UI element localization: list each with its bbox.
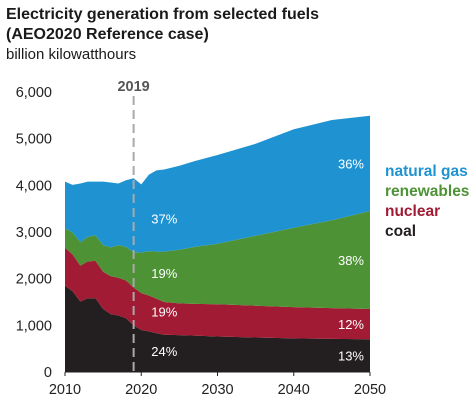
area-renewables [65, 211, 370, 309]
legend-item-coal: coal [385, 223, 417, 240]
y-tick-label: 2,000 [16, 272, 52, 288]
y-tick-label: 1,000 [16, 318, 52, 334]
pct-label-renewables-2050: 38% [338, 253, 364, 268]
y-tick-label: 4,000 [16, 178, 52, 194]
y-tick-label: 6,000 [16, 85, 52, 101]
x-tick-label: 2040 [278, 382, 310, 398]
area-coal [65, 285, 370, 372]
projections-label: projections [143, 115, 213, 131]
area-layer [65, 115, 370, 372]
chart-title-line-1: Electricity generation from selected fue… [6, 6, 319, 23]
pct-label-coal-2020: 24% [151, 344, 177, 359]
area-natural-gas [65, 115, 370, 253]
pct-label-natural-gas-2020: 37% [151, 211, 177, 226]
x-tick-label: 2030 [201, 382, 233, 398]
pct-label-renewables-2020: 19% [151, 266, 177, 281]
axes-layer: 0 1,000 2,000 3,000 4,000 5,000 6,000 2010 2020 2… [16, 79, 386, 398]
x-tick-label: 2010 [49, 382, 81, 398]
area-nuclear [65, 247, 370, 340]
y-tick-label: 3,000 [16, 225, 52, 241]
history-label: history [82, 115, 125, 131]
legend-item-nuclear: nuclear [385, 203, 441, 220]
pct-label-nuclear-2020: 19% [151, 305, 177, 320]
pct-label-coal-2050: 13% [338, 349, 364, 364]
y-tick-label: 5,000 [16, 132, 52, 148]
x-tick-label: 2050 [354, 382, 386, 398]
chart-title-block: Electricity generation from selected fue… [6, 5, 319, 65]
pct-label-nuclear-2050: 12% [338, 317, 364, 332]
legend-item-natural-gas: natural gas [385, 163, 468, 180]
chart-subtitle: billion kilowatthours [6, 46, 137, 63]
annotation-layer: 37% 36% 19% 38% 19% 12% 24% 13% [151, 156, 364, 363]
x-tick-label: 2020 [125, 382, 157, 398]
chart-title-line-2: (AEO2020 Reference case) [6, 26, 209, 43]
y-tick-label: 0 [44, 365, 52, 381]
divider-year-label: 2019 [117, 79, 149, 95]
legend-item-renewables: renewables [385, 183, 470, 200]
pct-label-natural-gas-2050: 36% [338, 156, 364, 171]
